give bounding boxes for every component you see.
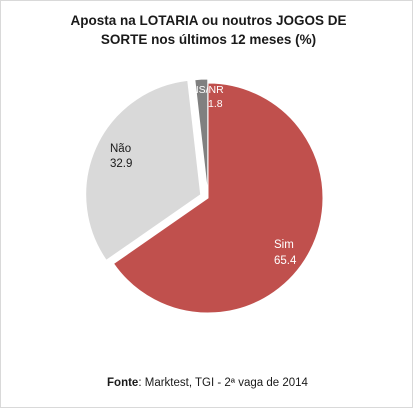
- chart-title-line-1: Aposta na LOTARIA ou noutros JOGOS DE: [70, 13, 347, 28]
- pie-slice-sim: [112, 82, 324, 314]
- chart-source: Fonte: Marktest, TGI - 2ª vaga de 2014: [1, 377, 413, 389]
- slice-value-label: 65.4: [274, 255, 297, 267]
- pie-label-ns-nr: NS/NR 1.8: [191, 84, 224, 110]
- pie-slice-n-o: [85, 79, 202, 262]
- pie-label-sim: Sim 65.4: [274, 239, 297, 267]
- slice-value-label: 32.9: [110, 158, 132, 170]
- chart-title: Aposta na LOTARIA ou noutros JOGOS DE SO…: [31, 11, 386, 49]
- pie-slice-ns-nr: [194, 78, 209, 195]
- slice-value-label: 1.8: [208, 98, 223, 110]
- slice-category-label: NS/NR: [191, 84, 224, 96]
- slice-category-label: Sim: [274, 239, 294, 251]
- pie-label-n-o: Não 32.9: [110, 143, 132, 170]
- slice-category-label: Não: [110, 143, 131, 155]
- source-text: : Marktest, TGI - 2ª vaga de 2014: [138, 377, 308, 389]
- chart-title-line-2: SORTE nos últimos 12 meses (%): [100, 32, 317, 47]
- source-label: Fonte: [107, 377, 139, 389]
